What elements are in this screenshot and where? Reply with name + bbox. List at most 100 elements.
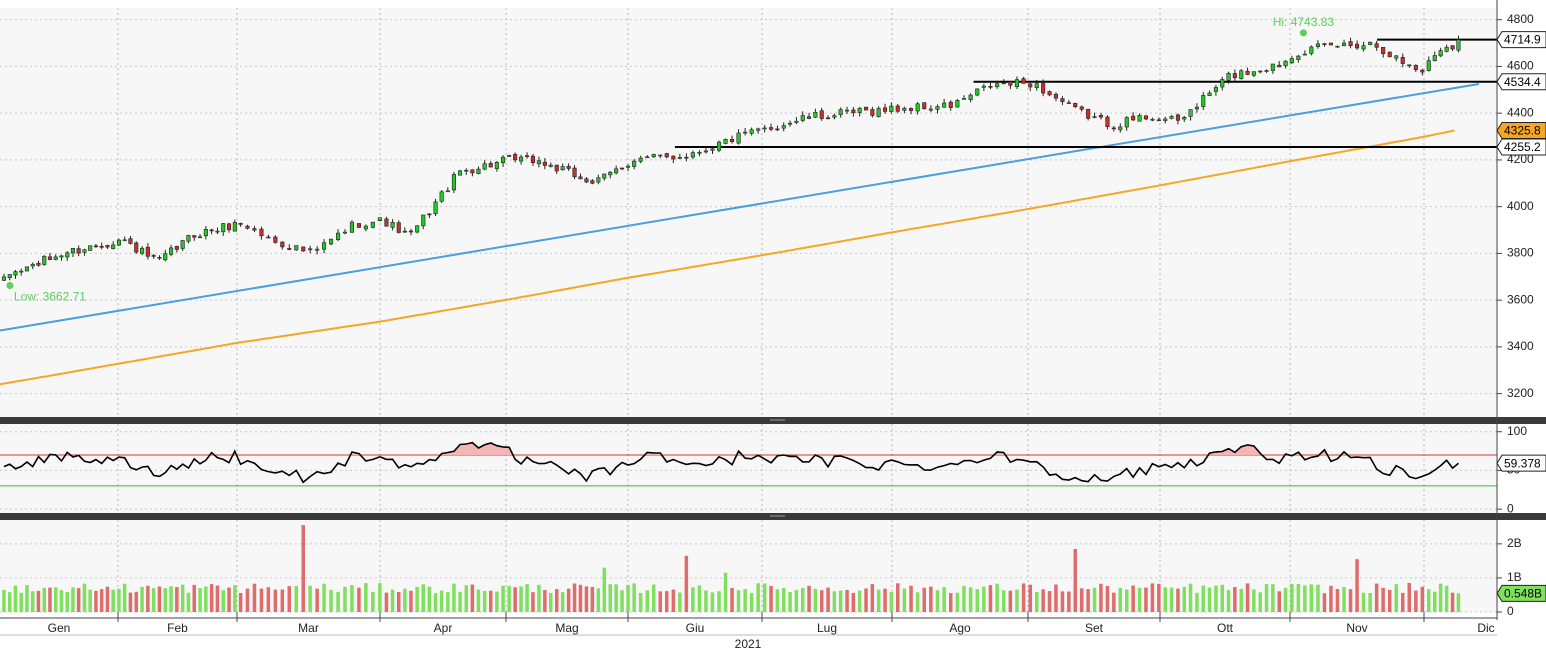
candle-body bbox=[1456, 39, 1461, 51]
candle bbox=[513, 152, 518, 163]
volume-bar bbox=[1394, 584, 1398, 612]
hi-label: Hi: 4743.83 bbox=[1273, 15, 1335, 29]
candle-body bbox=[1143, 115, 1148, 120]
volume-bar bbox=[1316, 584, 1320, 612]
ma-tag: 4325.8 bbox=[1496, 122, 1546, 140]
volume-bar bbox=[838, 590, 843, 612]
candle bbox=[619, 167, 625, 171]
candle-body bbox=[1028, 83, 1033, 88]
volume-bar bbox=[2, 589, 6, 612]
volume-value-tag-bg bbox=[1496, 584, 1546, 602]
volume-bar bbox=[287, 586, 291, 612]
volume-bar bbox=[602, 567, 606, 612]
volume-bar bbox=[549, 593, 553, 612]
candle-body bbox=[134, 242, 139, 253]
candle-body bbox=[566, 166, 571, 169]
candle-body bbox=[396, 222, 401, 233]
month-label: Giu bbox=[686, 621, 705, 635]
candle-body bbox=[768, 127, 774, 130]
candle-body bbox=[638, 157, 643, 162]
volume-bar bbox=[1296, 584, 1301, 612]
level-tag: 4714.9 bbox=[1496, 31, 1546, 49]
candle bbox=[294, 245, 299, 251]
volume-bar bbox=[1277, 591, 1281, 612]
candle bbox=[427, 213, 432, 219]
volume-bar bbox=[671, 589, 676, 612]
candle bbox=[1374, 40, 1379, 51]
volume-bar bbox=[1054, 584, 1058, 612]
candle-body bbox=[762, 127, 767, 130]
candle bbox=[315, 246, 320, 255]
volume-bar bbox=[94, 590, 98, 612]
volume-bar bbox=[259, 588, 264, 612]
volume-bar bbox=[578, 584, 583, 612]
candle-body bbox=[384, 218, 389, 227]
volume-panel bbox=[2, 525, 1461, 612]
candle-body bbox=[749, 129, 754, 134]
volume-bar bbox=[76, 588, 81, 612]
candle-body bbox=[928, 108, 933, 111]
candle bbox=[145, 243, 150, 260]
volume-bar bbox=[652, 584, 656, 612]
candle-body bbox=[59, 255, 64, 258]
candle bbox=[1226, 71, 1231, 84]
candle-body bbox=[482, 163, 487, 170]
candle-body bbox=[24, 266, 30, 272]
candle-body bbox=[1315, 43, 1320, 48]
candle bbox=[457, 169, 463, 176]
volume-bar bbox=[59, 590, 64, 612]
candle bbox=[1283, 60, 1288, 69]
candle bbox=[768, 123, 774, 132]
volume-bar bbox=[1290, 583, 1294, 612]
candle-body bbox=[578, 176, 583, 180]
rsi-line bbox=[3, 441, 1460, 484]
candle-body bbox=[1, 276, 7, 281]
hi-marker bbox=[1299, 29, 1307, 37]
volume-bar bbox=[128, 592, 133, 612]
volume-bar bbox=[1015, 589, 1019, 612]
candle-body bbox=[787, 122, 793, 125]
candle-body bbox=[145, 246, 150, 257]
candle-body bbox=[280, 241, 285, 248]
candle-body bbox=[664, 153, 669, 158]
volume-bar bbox=[1125, 589, 1129, 612]
candle bbox=[697, 150, 702, 157]
volume-bar bbox=[421, 584, 425, 612]
volume-bar bbox=[25, 585, 29, 612]
candle-body bbox=[494, 162, 499, 169]
candle bbox=[922, 102, 927, 110]
volume-bar bbox=[820, 590, 824, 612]
candle-body bbox=[645, 156, 650, 159]
candle bbox=[584, 177, 589, 184]
volume-bar bbox=[308, 585, 312, 612]
candle-body bbox=[151, 255, 156, 257]
candle bbox=[542, 158, 547, 170]
candle bbox=[1098, 112, 1103, 120]
ma-tag-text: 4325.8 bbox=[1504, 124, 1541, 138]
volume-bar bbox=[501, 585, 505, 612]
month-label: Mag bbox=[555, 621, 578, 635]
volume-bar bbox=[111, 589, 115, 612]
month-label: Nov bbox=[1346, 621, 1367, 635]
candle-body bbox=[697, 152, 702, 154]
candle bbox=[1456, 35, 1461, 53]
candle-body bbox=[775, 128, 780, 131]
candle-body bbox=[476, 168, 481, 174]
volume-bar bbox=[470, 584, 475, 612]
volume-bar bbox=[1239, 588, 1243, 612]
candle-body bbox=[76, 248, 81, 254]
candle bbox=[1368, 41, 1373, 46]
candle bbox=[88, 245, 93, 251]
candle bbox=[245, 224, 250, 230]
candle-body bbox=[1348, 41, 1353, 46]
candle bbox=[140, 246, 145, 256]
candle bbox=[602, 173, 607, 181]
volume-bar bbox=[826, 587, 830, 612]
candle bbox=[111, 241, 116, 250]
volume-bar bbox=[1150, 583, 1155, 612]
candle-body bbox=[736, 132, 741, 144]
candle-body bbox=[729, 139, 735, 143]
volume-bar bbox=[134, 591, 138, 612]
candle-body bbox=[832, 115, 837, 118]
volume-bar bbox=[988, 585, 993, 612]
